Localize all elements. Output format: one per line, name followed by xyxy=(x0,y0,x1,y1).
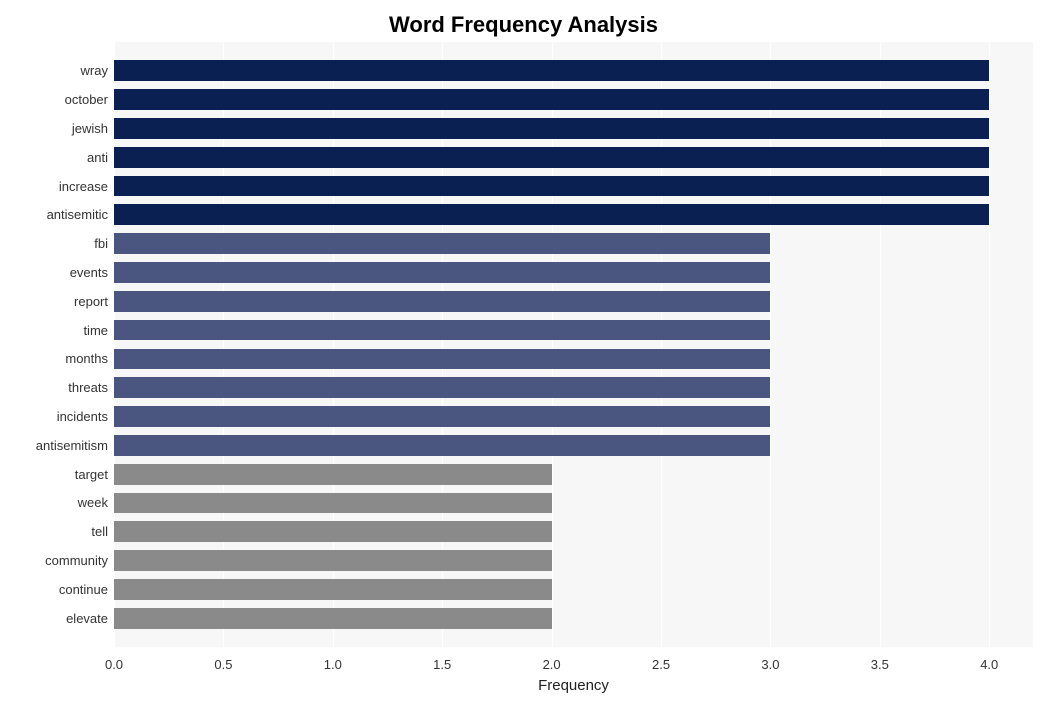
x-tick-label: 4.0 xyxy=(980,657,998,672)
bar xyxy=(114,435,770,456)
y-tick-label: october xyxy=(65,92,108,107)
x-tick-label: 2.0 xyxy=(543,657,561,672)
chart-frame: wray october jewish anti increase antisemitic… xyxy=(6,42,1041,707)
x-tick-label: 3.0 xyxy=(761,657,779,672)
x-tick-label: 0.5 xyxy=(214,657,232,672)
bar xyxy=(114,118,989,139)
x-tick-label: 0.0 xyxy=(105,657,123,672)
y-tick-label: incidents xyxy=(57,409,108,424)
bar xyxy=(114,320,770,341)
chart-container: Word Frequency Analysis wray october jewis… xyxy=(0,0,1047,701)
bar xyxy=(114,204,989,225)
bar xyxy=(114,349,770,370)
y-tick-label: fbi xyxy=(94,236,108,251)
y-tick-label: months xyxy=(65,351,108,366)
y-tick-label: report xyxy=(74,294,108,309)
bar xyxy=(114,464,552,485)
y-axis-labels: wray october jewish anti increase antisemitic… xyxy=(6,42,108,647)
bar xyxy=(114,262,770,283)
y-tick-label: community xyxy=(45,553,108,568)
plot-area xyxy=(114,42,1033,647)
bar xyxy=(114,377,770,398)
bar xyxy=(114,176,989,197)
bar xyxy=(114,608,552,629)
x-tick-label: 1.0 xyxy=(324,657,342,672)
chart-title: Word Frequency Analysis xyxy=(6,12,1041,38)
bar xyxy=(114,147,989,168)
y-tick-label: increase xyxy=(59,179,108,194)
x-tick-label: 2.5 xyxy=(652,657,670,672)
bar xyxy=(114,233,770,254)
y-tick-label: events xyxy=(70,265,108,280)
bar xyxy=(114,521,552,542)
x-axis-ticks: 0.00.51.01.52.02.53.03.54.0 xyxy=(114,657,1033,677)
y-tick-label: time xyxy=(83,323,108,338)
bars-layer xyxy=(114,42,1033,647)
x-tick-label: 1.5 xyxy=(433,657,451,672)
bar xyxy=(114,493,552,514)
y-tick-label: antisemitism xyxy=(36,438,108,453)
bar xyxy=(114,550,552,571)
y-tick-label: elevate xyxy=(66,611,108,626)
y-tick-label: tell xyxy=(91,524,108,539)
y-tick-label: antisemitic xyxy=(47,207,108,222)
y-tick-label: jewish xyxy=(72,121,108,136)
bar xyxy=(114,60,989,81)
y-tick-label: anti xyxy=(87,150,108,165)
y-tick-label: week xyxy=(78,495,108,510)
y-tick-label: wray xyxy=(81,63,108,78)
bar xyxy=(114,406,770,427)
y-tick-label: continue xyxy=(59,582,108,597)
y-tick-label: target xyxy=(75,467,108,482)
bar xyxy=(114,579,552,600)
y-tick-label: threats xyxy=(68,380,108,395)
x-tick-label: 3.5 xyxy=(871,657,889,672)
bar xyxy=(114,89,989,110)
bar xyxy=(114,291,770,312)
x-axis-label: Frequency xyxy=(114,677,1033,694)
